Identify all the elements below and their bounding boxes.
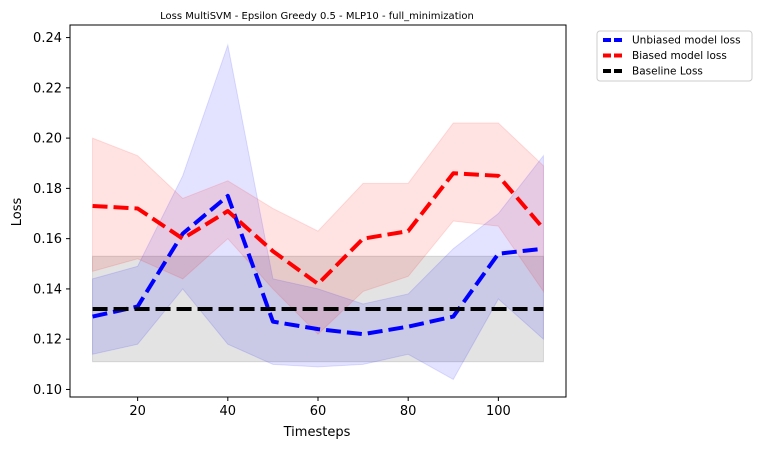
y-tick-label: 0.16: [33, 232, 62, 247]
legend-box: [596, 30, 753, 82]
y-tick-label: 0.24: [33, 31, 62, 46]
y-tick-label: 0.18: [33, 182, 62, 197]
unbiased-model-loss-band: [92, 43, 544, 381]
unbiased-model-loss-line: [92, 193, 544, 337]
x-tick-label: 40: [220, 404, 237, 419]
x-tick-label: 60: [310, 404, 327, 419]
y-axis-ticks: 0.10 0.12 0.14 0.16 0.18 0.20 0.22 0.24: [33, 31, 70, 398]
unbiased-model-loss-legend-label: Unbiased model loss: [632, 35, 741, 47]
biased-model-loss-legend-label: Biased model loss: [632, 50, 727, 62]
biased-model-loss-band: [92, 122, 544, 335]
y-tick-label: 0.10: [33, 383, 62, 398]
y-tick-label: 0.22: [33, 81, 62, 96]
x-tick-label: 20: [129, 404, 146, 419]
x-tick-label: 80: [400, 404, 417, 419]
biased-model-loss-line: [92, 171, 545, 286]
y-tick-label: 0.20: [33, 132, 62, 147]
legend: Unbiased model loss Biased model loss Base…: [596, 30, 753, 82]
baseline-loss-band: [92, 255, 544, 363]
confidence-bands: [92, 43, 544, 381]
chart-title: Loss MultiSVM - Epsilon Greedy 0.5 - MLP…: [160, 11, 474, 22]
series-lines: [92, 171, 545, 337]
y-tick-label: 0.14: [33, 282, 62, 297]
x-tick-label: 100: [486, 404, 511, 419]
x-axis-label: Timesteps: [283, 425, 351, 440]
x-axis-ticks: 20 40 60 80 100: [129, 397, 511, 419]
baseline-loss-legend-label: Baseline Loss: [632, 66, 703, 78]
y-axis-label: Loss: [10, 198, 25, 227]
y-tick-label: 0.12: [33, 333, 62, 348]
